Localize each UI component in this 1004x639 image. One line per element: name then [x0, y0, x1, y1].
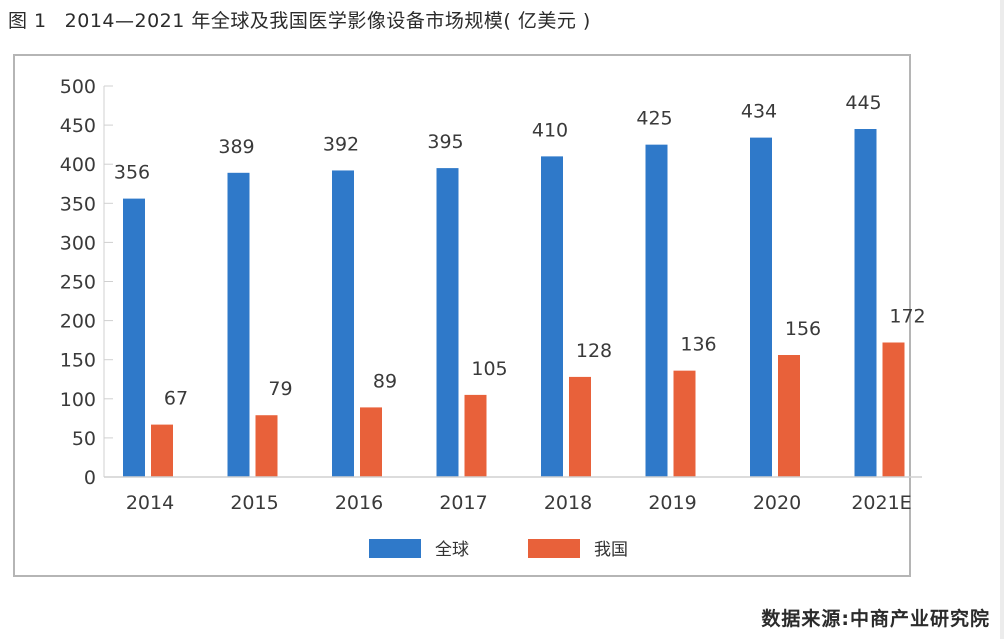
x-tick-label: 2015 [230, 492, 278, 514]
y-tick-label: 0 [84, 467, 96, 489]
figure-title-text: 2014—2021 年全球及我国医学影像设备市场规模( 亿美元 ) [64, 10, 591, 32]
data-labels: 356 67 389 79 392 89 395 105 410 128 425 136 434 156 4… [114, 92, 926, 410]
bar-global [436, 168, 459, 478]
y-tick-label: 500 [60, 76, 96, 98]
y-tick-label: 300 [60, 232, 96, 254]
x-tick-label: 2021E [851, 492, 911, 514]
data-label-china: 89 [373, 370, 397, 392]
legend-swatch [369, 539, 421, 558]
legend-label: 全球 [435, 540, 469, 560]
data-label-global: 389 [218, 136, 254, 158]
bar-china [673, 370, 696, 477]
y-axis: 0 50 100 150 200 250 300 350 400 450 500 [60, 76, 113, 489]
bar-global [541, 156, 563, 477]
bar-global [332, 170, 354, 477]
bars [123, 129, 905, 478]
data-source: 数据来源:中商产业研究院 [761, 608, 990, 630]
data-label-china: 79 [268, 378, 292, 400]
x-tick-label: 2020 [753, 492, 801, 514]
data-label-global: 434 [741, 101, 777, 123]
data-label-global: 445 [845, 92, 881, 114]
bar-global [750, 137, 772, 477]
y-tick-label: 450 [60, 115, 96, 137]
y-tick-label: 50 [72, 428, 96, 450]
data-label-global: 395 [427, 131, 463, 153]
legend-label: 我国 [594, 540, 628, 560]
page-edge [1000, 0, 1004, 639]
bar-china [255, 415, 278, 477]
y-tick-label: 150 [60, 350, 96, 372]
data-label-china: 128 [576, 340, 612, 362]
y-tick-label: 350 [60, 193, 96, 215]
data-label-global: 410 [532, 119, 568, 141]
bar-china [151, 424, 173, 477]
bar-global [123, 198, 145, 477]
bar-china [569, 376, 591, 477]
y-tick-label: 200 [60, 311, 96, 333]
figure-number: 图 1 [8, 10, 47, 32]
legend-item-global: 全球 [369, 539, 469, 560]
bar-global [645, 144, 668, 477]
x-tick-label: 2019 [648, 492, 696, 514]
x-axis: 2014 2015 2016 2017 2018 2019 2020 2021E [104, 476, 922, 514]
data-label-global: 425 [636, 108, 672, 130]
x-tick-label: 2017 [439, 492, 487, 514]
x-tick-label: 2016 [335, 492, 383, 514]
bar-global [854, 129, 877, 477]
legend-item-china: 我国 [528, 539, 628, 560]
x-tick-label: 2014 [126, 492, 174, 514]
bar-china [464, 394, 487, 477]
data-label-china: 172 [889, 305, 925, 327]
y-tick-label: 100 [60, 389, 96, 411]
legend-swatch [528, 539, 580, 558]
data-label-global: 356 [114, 162, 150, 184]
legend: 全球 我国 [369, 539, 628, 560]
data-label-global: 392 [323, 133, 359, 155]
bar-china [778, 355, 800, 477]
bar-global [227, 172, 250, 477]
x-tick-label: 2018 [544, 492, 592, 514]
y-tick-label: 250 [60, 272, 96, 294]
figure-title: 图 1 2014—2021 年全球及我国医学影像设备市场规模( 亿美元 ) [8, 6, 591, 33]
y-tick-label: 400 [60, 154, 96, 176]
data-label-china: 105 [471, 358, 507, 380]
data-label-china: 136 [680, 334, 716, 356]
data-label-china: 67 [164, 388, 188, 410]
data-label-china: 156 [785, 318, 821, 340]
bar-china [360, 407, 382, 477]
bar-china [882, 342, 905, 477]
